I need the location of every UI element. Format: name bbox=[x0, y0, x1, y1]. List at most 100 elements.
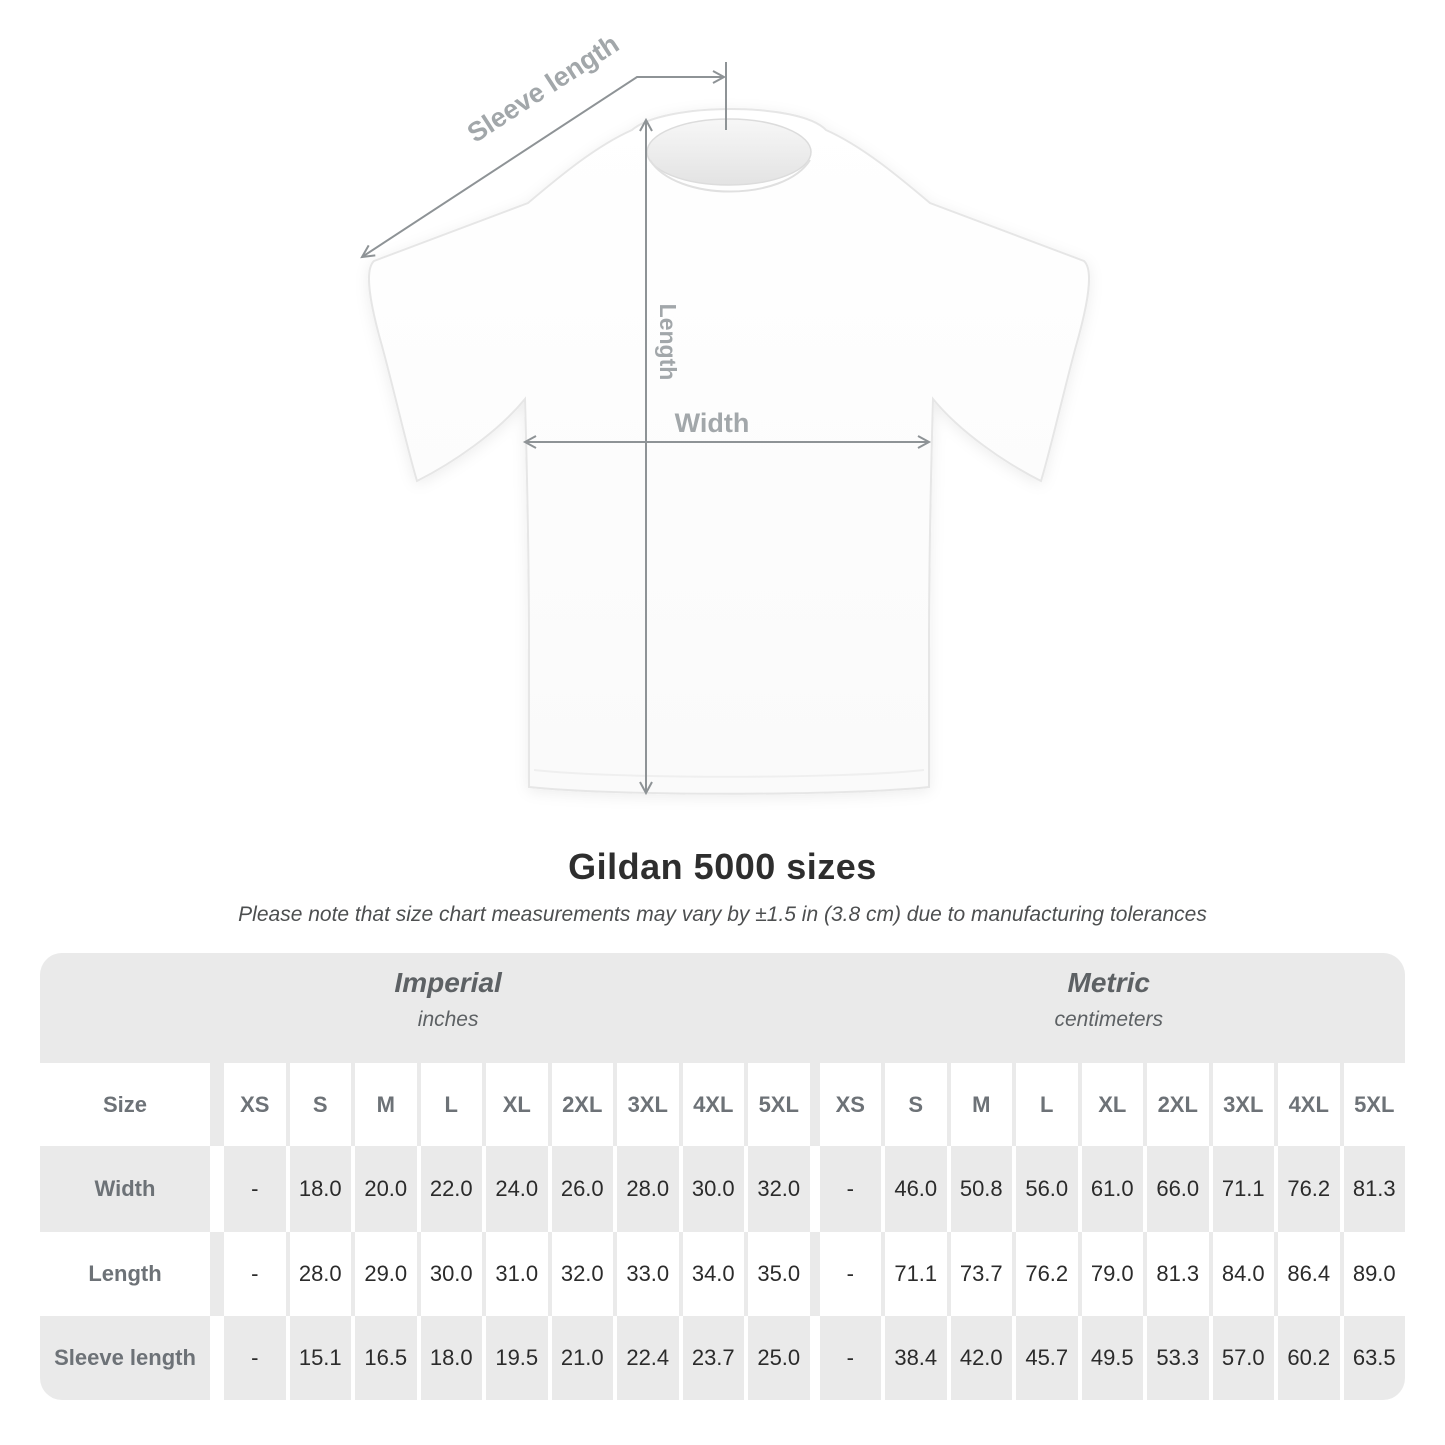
metric-group-header: Metric centimeters bbox=[1055, 967, 1164, 1032]
measurement-value-cell: 35.0 bbox=[748, 1232, 810, 1316]
size-column-header: M bbox=[355, 1063, 417, 1146]
size-column-header: 5XL bbox=[748, 1063, 810, 1146]
measurement-value-cell: - bbox=[819, 1232, 881, 1316]
measurement-value-cell: - bbox=[819, 1316, 881, 1400]
measurement-value-cell: 76.2 bbox=[1278, 1146, 1340, 1232]
measurement-value-cell: - bbox=[819, 1146, 881, 1232]
measurement-value-cell: 22.0 bbox=[420, 1146, 482, 1232]
measurement-value-cell: 63.5 bbox=[1343, 1316, 1405, 1400]
metric-unit-label: centimeters bbox=[1054, 1008, 1164, 1031]
measurement-value-cell: 34.0 bbox=[682, 1232, 744, 1316]
row-label-cell: Sleeve length bbox=[40, 1316, 210, 1400]
size-column-header: M bbox=[950, 1063, 1012, 1146]
size-column-header: S bbox=[885, 1063, 947, 1146]
length-label: Length bbox=[655, 304, 681, 381]
sleeve-length-arrow bbox=[361, 76, 724, 258]
imperial-group-header: Imperial inches bbox=[394, 967, 501, 1032]
measurement-value-cell: 45.7 bbox=[1016, 1316, 1078, 1400]
measurement-value-cell: 32.0 bbox=[748, 1146, 810, 1232]
tshirt-silhouette bbox=[368, 108, 1090, 795]
measurement-value-cell: 49.5 bbox=[1081, 1316, 1143, 1400]
page-title: Gildan 5000 sizes bbox=[568, 846, 877, 887]
measurement-value-cell: 56.0 bbox=[1016, 1146, 1078, 1232]
measurement-value-cell: 25.0 bbox=[748, 1316, 810, 1400]
measurement-value-cell: 71.1 bbox=[1212, 1146, 1274, 1232]
measurement-value-cell: 30.0 bbox=[682, 1146, 744, 1232]
measurement-value-cell: 38.4 bbox=[885, 1316, 947, 1400]
unit-group-spacer bbox=[814, 1146, 816, 1232]
table-row-width: Width -18.0 20.0 22.0 24.0 26.0 28.0 30.0 32.0-4… bbox=[40, 1146, 1405, 1232]
width-label: Width bbox=[675, 408, 750, 438]
measurement-value-cell: 61.0 bbox=[1081, 1146, 1143, 1232]
row-label-cell: Width bbox=[40, 1146, 210, 1232]
size-column-header: L bbox=[1016, 1063, 1078, 1146]
label-column-spacer bbox=[214, 1063, 220, 1146]
row-label-cell: Length bbox=[40, 1232, 210, 1316]
measurement-value-cell: 18.0 bbox=[420, 1316, 482, 1400]
unit-group-spacer bbox=[814, 1232, 816, 1316]
size-column-header: S bbox=[289, 1063, 351, 1146]
measurement-value-cell: 71.1 bbox=[885, 1232, 947, 1316]
tshirt-measurement-diagram: Sleeve length Length Width bbox=[360, 28, 1090, 796]
label-column-spacer bbox=[214, 1232, 220, 1316]
measurement-value-cell: 50.8 bbox=[950, 1146, 1012, 1232]
table-row-sleeve: Sleeve length -15.1 16.5 18.0 19.5 21.0 22.4 23… bbox=[40, 1316, 1405, 1400]
measurement-value-cell: 18.0 bbox=[289, 1146, 351, 1232]
unit-group-spacer bbox=[814, 1063, 816, 1146]
measurement-value-cell: 89.0 bbox=[1343, 1232, 1405, 1316]
size-table-rows: Size XS S M L XL 2XL 3XL 4XL 5XL XS S M L XL 2XL 3XL 4XL 5… bbox=[40, 1063, 1405, 1400]
measurement-value-cell: - bbox=[224, 1232, 286, 1316]
metric-label: Metric bbox=[1067, 967, 1151, 998]
table-row-head: Size XS S M L XL 2XL 3XL 4XL 5XL XS S M L XL 2XL 3XL 4XL 5… bbox=[40, 1063, 1405, 1146]
size-table: Imperial inches Metric centimeters Size X… bbox=[40, 953, 1405, 1400]
measurement-value-cell: 86.4 bbox=[1278, 1232, 1340, 1316]
measurement-value-cell: 24.0 bbox=[486, 1146, 548, 1232]
imperial-label: Imperial bbox=[394, 967, 502, 998]
measurement-value-cell: 28.0 bbox=[289, 1232, 351, 1316]
measurement-value-cell: 46.0 bbox=[885, 1146, 947, 1232]
size-column-header: XS bbox=[819, 1063, 881, 1146]
measurement-value-cell: 53.3 bbox=[1147, 1316, 1209, 1400]
size-column-header: 3XL bbox=[617, 1063, 679, 1146]
measurement-value-cell: 30.0 bbox=[420, 1232, 482, 1316]
row-label-cell: Size bbox=[40, 1063, 210, 1146]
measurement-value-cell: 21.0 bbox=[551, 1316, 613, 1400]
measurement-value-cell: 23.7 bbox=[682, 1316, 744, 1400]
unit-header-band: Imperial inches Metric centimeters bbox=[40, 953, 1405, 1063]
measurement-value-cell: 31.0 bbox=[486, 1232, 548, 1316]
size-column-header: 3XL bbox=[1212, 1063, 1274, 1146]
measurement-arrows bbox=[360, 62, 932, 796]
measurement-value-cell: 79.0 bbox=[1081, 1232, 1143, 1316]
size-column-header: 2XL bbox=[1147, 1063, 1209, 1146]
tolerance-note: Please note that size chart measurements… bbox=[238, 903, 1207, 926]
measurement-value-cell: 42.0 bbox=[950, 1316, 1012, 1400]
measurement-value-cell: 76.2 bbox=[1016, 1232, 1078, 1316]
measurement-value-cell: 73.7 bbox=[950, 1232, 1012, 1316]
unit-group-spacer bbox=[814, 1316, 816, 1400]
measurement-value-cell: 28.0 bbox=[617, 1146, 679, 1232]
measurement-value-cell: 57.0 bbox=[1212, 1316, 1274, 1400]
size-column-header: 5XL bbox=[1343, 1063, 1405, 1146]
label-column-spacer bbox=[214, 1316, 220, 1400]
size-column-header: 4XL bbox=[682, 1063, 744, 1146]
size-column-header: L bbox=[420, 1063, 482, 1146]
measurement-value-cell: 15.1 bbox=[289, 1316, 351, 1400]
size-column-header: 4XL bbox=[1278, 1063, 1340, 1146]
measurement-value-cell: 84.0 bbox=[1212, 1232, 1274, 1316]
measurement-value-cell: - bbox=[224, 1146, 286, 1232]
size-column-header: XL bbox=[1081, 1063, 1143, 1146]
measurement-value-cell: - bbox=[224, 1316, 286, 1400]
measurement-value-cell: 81.3 bbox=[1343, 1146, 1405, 1232]
measurement-value-cell: 81.3 bbox=[1147, 1232, 1209, 1316]
measurement-value-cell: 22.4 bbox=[617, 1316, 679, 1400]
measurement-value-cell: 29.0 bbox=[355, 1232, 417, 1316]
size-column-header: XL bbox=[486, 1063, 548, 1146]
label-column-spacer bbox=[214, 1146, 220, 1232]
measurement-value-cell: 66.0 bbox=[1147, 1146, 1209, 1232]
measurement-value-cell: 26.0 bbox=[551, 1146, 613, 1232]
measurement-value-cell: 20.0 bbox=[355, 1146, 417, 1232]
measurement-value-cell: 60.2 bbox=[1278, 1316, 1340, 1400]
measurement-value-cell: 32.0 bbox=[551, 1232, 613, 1316]
table-row-length: Length -28.0 29.0 30.0 31.0 32.0 33.0 34.0 35.0-… bbox=[40, 1232, 1405, 1316]
